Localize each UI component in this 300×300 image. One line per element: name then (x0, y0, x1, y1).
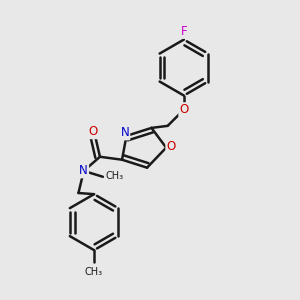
Text: O: O (179, 103, 188, 116)
Text: N: N (121, 126, 129, 140)
Text: CH₃: CH₃ (85, 267, 103, 277)
Text: N: N (80, 164, 88, 177)
Text: CH₃: CH₃ (105, 171, 123, 181)
Text: O: O (88, 125, 97, 138)
Text: O: O (166, 140, 176, 153)
Text: F: F (181, 25, 187, 38)
